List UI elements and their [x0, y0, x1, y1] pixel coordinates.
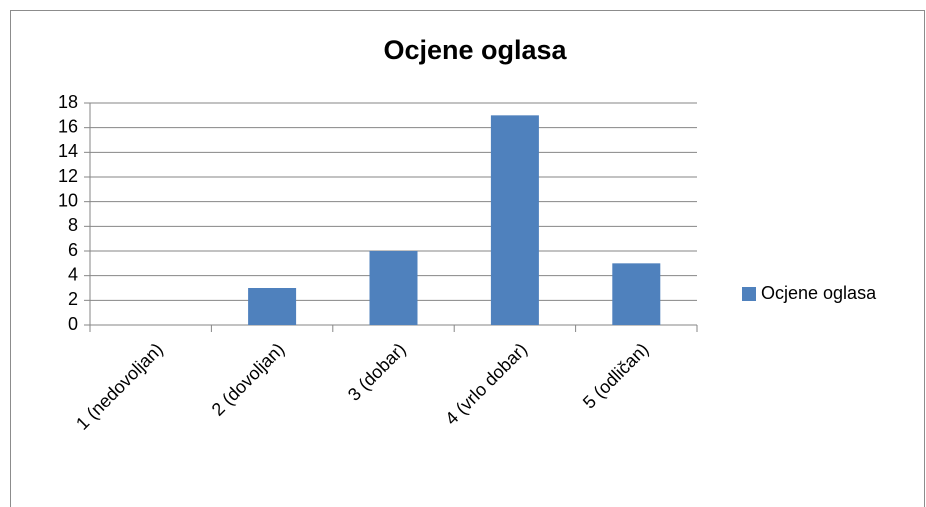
chart-border	[10, 10, 925, 507]
chart-title: Ocjene oglasa	[383, 35, 567, 65]
y-tick-label: 18	[58, 92, 78, 112]
y-tick-label: 8	[68, 215, 78, 235]
bar	[490, 115, 539, 325]
y-tick-label: 0	[68, 314, 78, 334]
x-tick-label: 2 (dovoljan)	[208, 339, 289, 420]
bar	[248, 288, 297, 325]
y-tick-label: 16	[58, 116, 78, 136]
y-tick-label: 6	[68, 240, 78, 260]
x-tick-label: 5 (odličan)	[579, 339, 653, 413]
y-tick-label: 10	[58, 190, 78, 210]
bar	[369, 251, 418, 325]
x-tick-label: 1 (nedovoljan)	[72, 339, 167, 434]
bar	[612, 263, 661, 325]
y-tick-label: 14	[58, 141, 78, 161]
legend-swatch	[742, 287, 756, 301]
legend-label: Ocjene oglasa	[761, 283, 877, 303]
y-tick-label: 12	[58, 166, 78, 186]
y-tick-label: 4	[68, 264, 78, 284]
y-tick-label: 2	[68, 289, 78, 309]
x-tick-label: 4 (vrlo dobar)	[441, 339, 531, 429]
x-tick-label: 3 (dobar)	[344, 339, 410, 405]
